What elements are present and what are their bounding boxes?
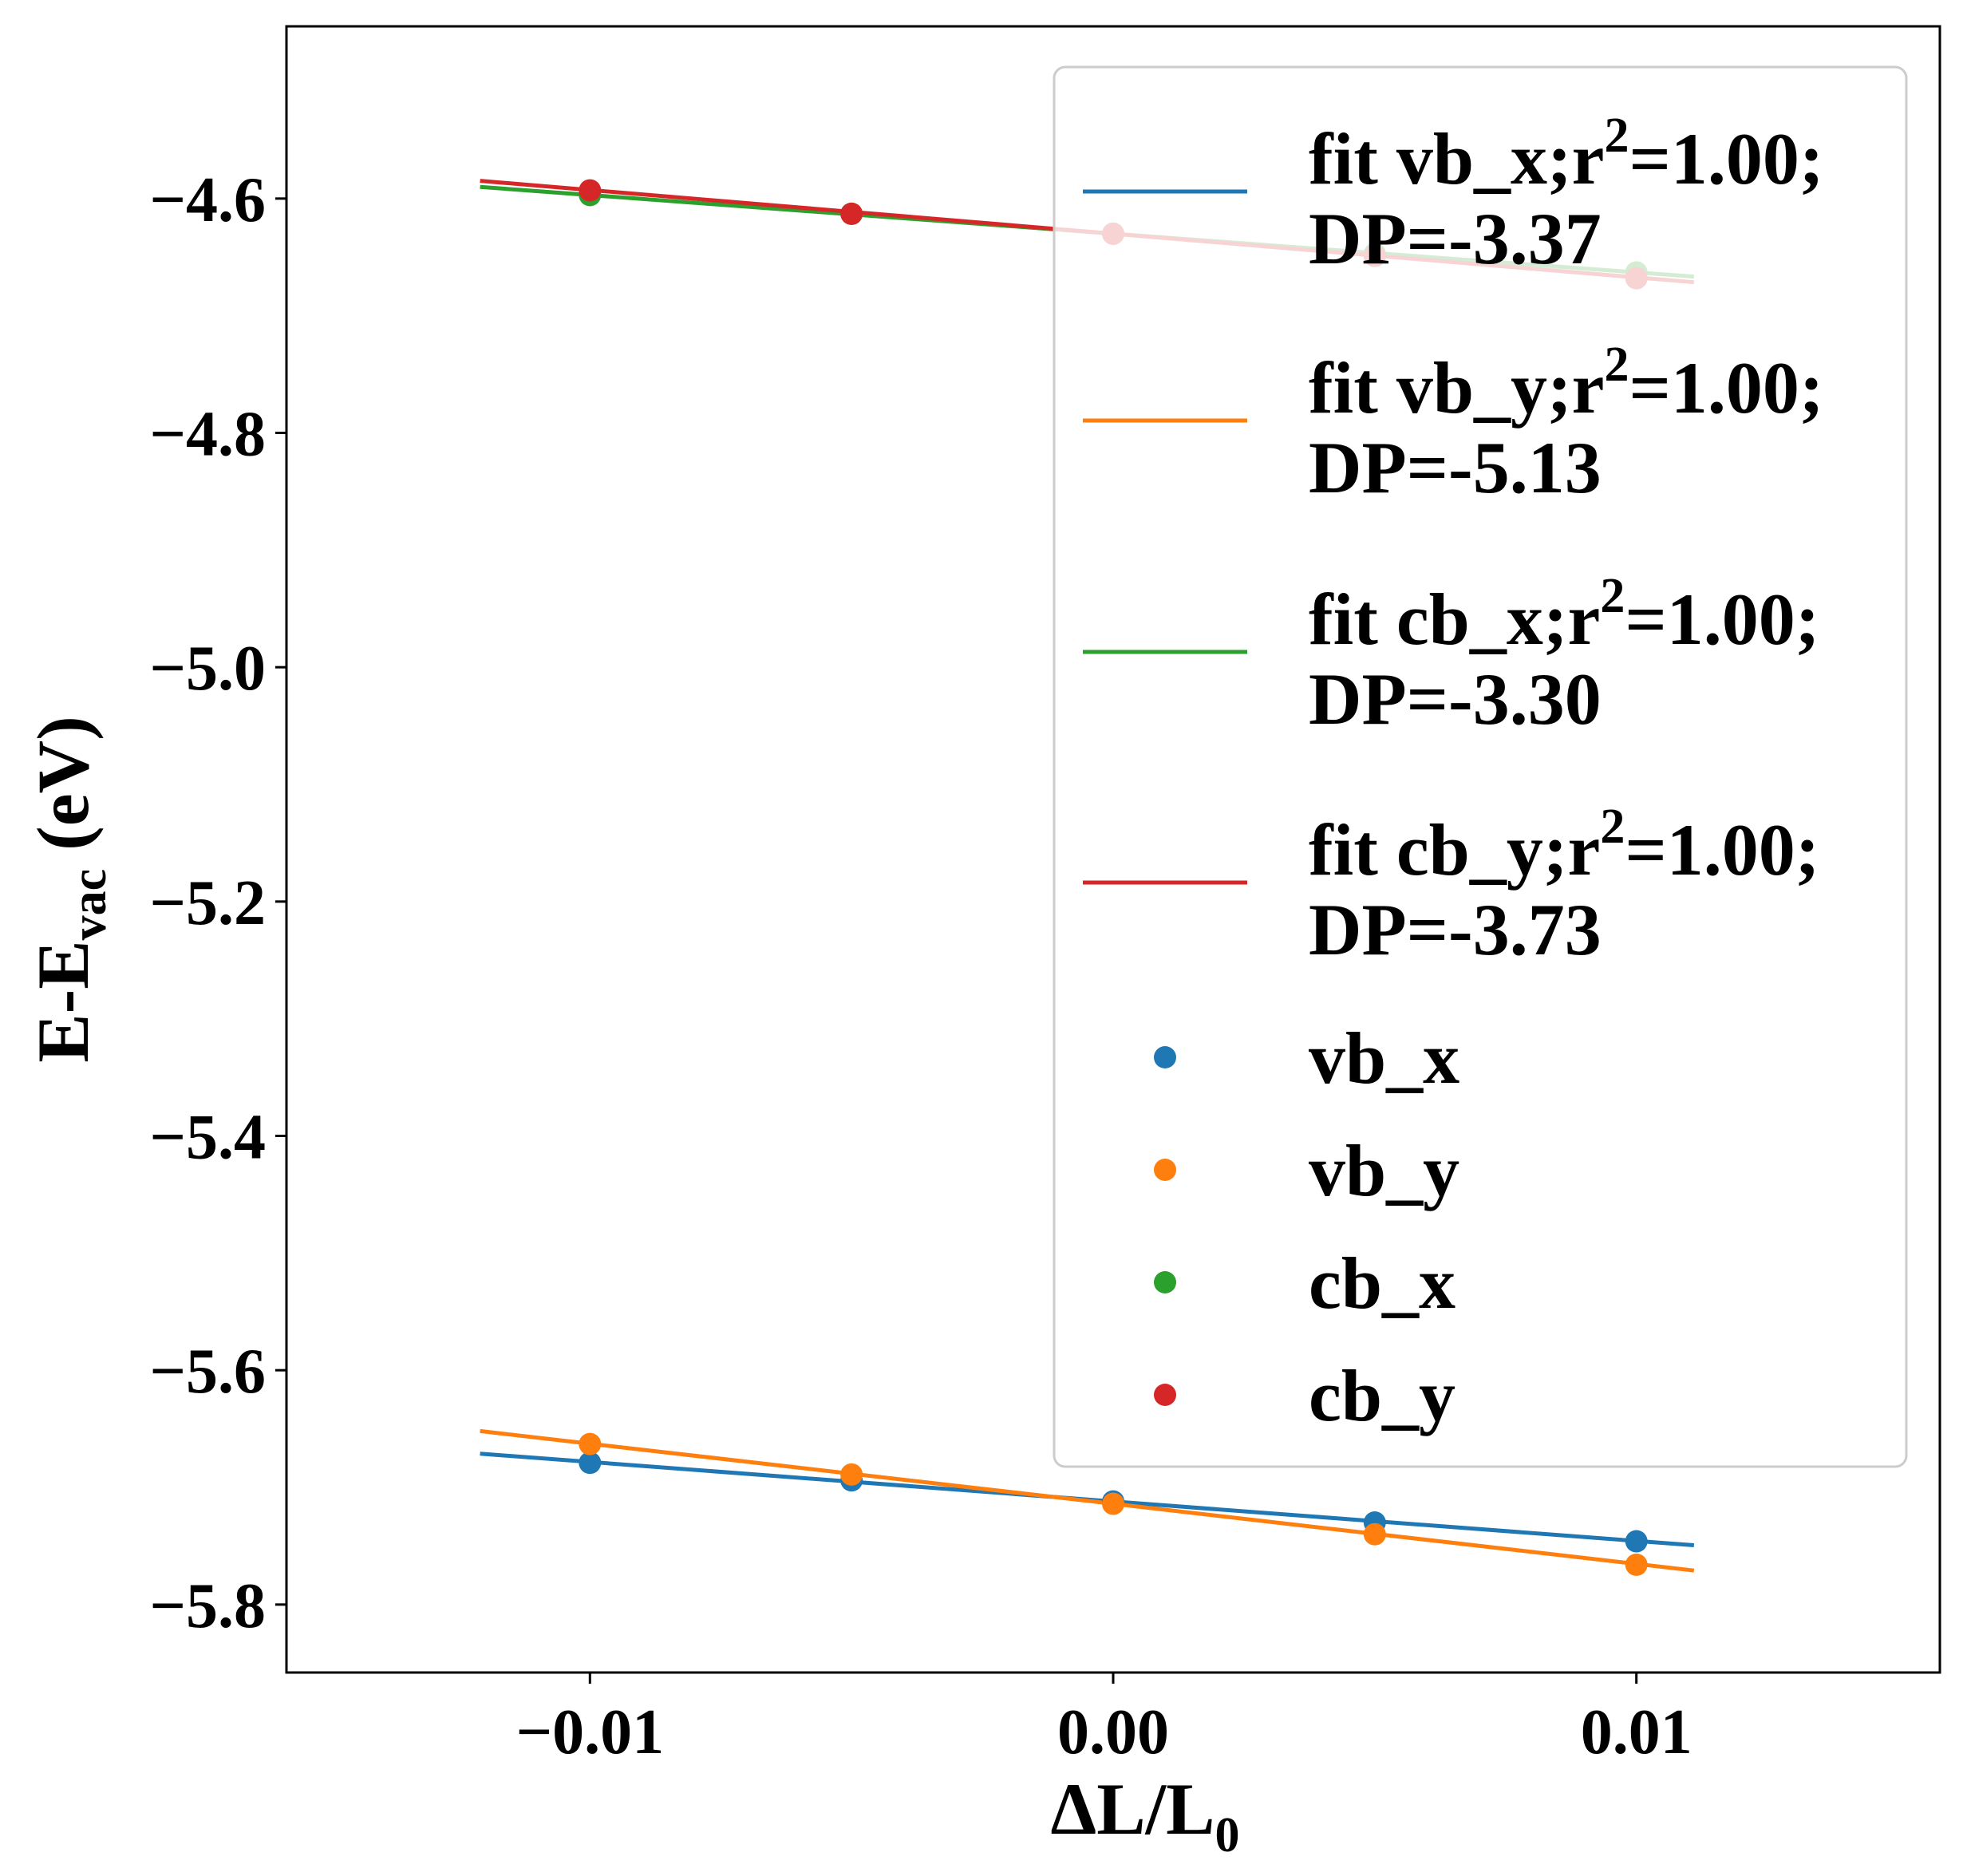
x-tick-label-1: 0.00: [1057, 1697, 1169, 1767]
y-tick-label-1: −4.8: [149, 400, 266, 470]
legend-marker-vb-y: [1154, 1159, 1176, 1181]
x-tick-label-0: −0.01: [516, 1697, 665, 1767]
y-tick-label-0: −4.6: [149, 165, 266, 235]
y-axis-label-suffix: (eV): [22, 716, 104, 869]
point-vb-y-0: [579, 1432, 602, 1455]
x-tick-label-2: 0.01: [1581, 1697, 1692, 1767]
y-axis: −4.6 −4.8 −5.0 −5.2 −5.4 −5.6 −5.8: [149, 165, 286, 1641]
point-vb-y-3: [1363, 1523, 1386, 1546]
legend-fit-label-cb-y-line1: fit cb_y;r2=1.00;: [1309, 800, 1819, 891]
y-axis-label-sub: vac: [62, 869, 117, 941]
point-vb-y-2: [1102, 1492, 1124, 1515]
legend-fit-label-cb-x-line2: DP=-3.30: [1309, 658, 1602, 740]
point-vb-y-1: [840, 1463, 863, 1486]
legend-marker-cb-y: [1154, 1384, 1176, 1406]
fit-line-vb-y: [480, 1428, 1695, 1573]
legend-marker-cb-x: [1154, 1271, 1176, 1293]
x-axis-label-main: ΔL/L: [1051, 1768, 1215, 1850]
point-cb-y-0: [579, 179, 602, 202]
legend-fit-label-vb-x-line2: DP=-3.37: [1309, 198, 1602, 279]
y-axis-label: E-Evac (eV): [22, 716, 117, 1062]
y-tick-label-2: −5.0: [149, 634, 266, 704]
y-axis-label-main: E-E: [22, 940, 104, 1062]
legend: fit vb_x;r2=1.00;DP=-3.37 fit vb_y;r2=1.0…: [1053, 65, 1908, 1468]
legend-fit-label-vb-x-line1: fit vb_x;r2=1.00;: [1309, 109, 1824, 199]
y-tick-label-4: −5.4: [149, 1103, 266, 1173]
point-vb-x-0: [579, 1451, 602, 1475]
x-axis: −0.01 0.00 0.01: [516, 1673, 1692, 1767]
legend-label-vb-y: vb_y: [1309, 1130, 1459, 1211]
legend-label-cb-x: cb_x: [1309, 1242, 1455, 1324]
y-tick-label-6: −5.8: [149, 1571, 266, 1641]
point-cb-y-1: [840, 202, 863, 225]
legend-marker-vb-x: [1154, 1046, 1176, 1068]
y-tick-label-3: −5.2: [149, 868, 266, 938]
legend-fit-label-cb-x-line1: fit cb_x;r2=1.00;: [1309, 569, 1819, 660]
legend-box: [1053, 65, 1908, 1468]
legend-fit-label-vb-y-line1: fit vb_y;r2=1.00;: [1309, 338, 1824, 429]
legend-label-cb-y: cb_y: [1309, 1355, 1455, 1436]
y-tick-label-5: −5.6: [149, 1337, 266, 1407]
point-vb-y-4: [1625, 1553, 1648, 1576]
x-axis-label-sub: 0: [1215, 1808, 1239, 1862]
point-vb-x-4: [1625, 1530, 1648, 1553]
legend-fit-label-vb-y-line2: DP=-5.13: [1309, 427, 1602, 508]
x-axis-label: ΔL/L0: [1051, 1768, 1240, 1862]
legend-fit-label-cb-y-line2: DP=-3.73: [1309, 889, 1602, 970]
legend-label-vb-x: vb_x: [1309, 1017, 1459, 1099]
